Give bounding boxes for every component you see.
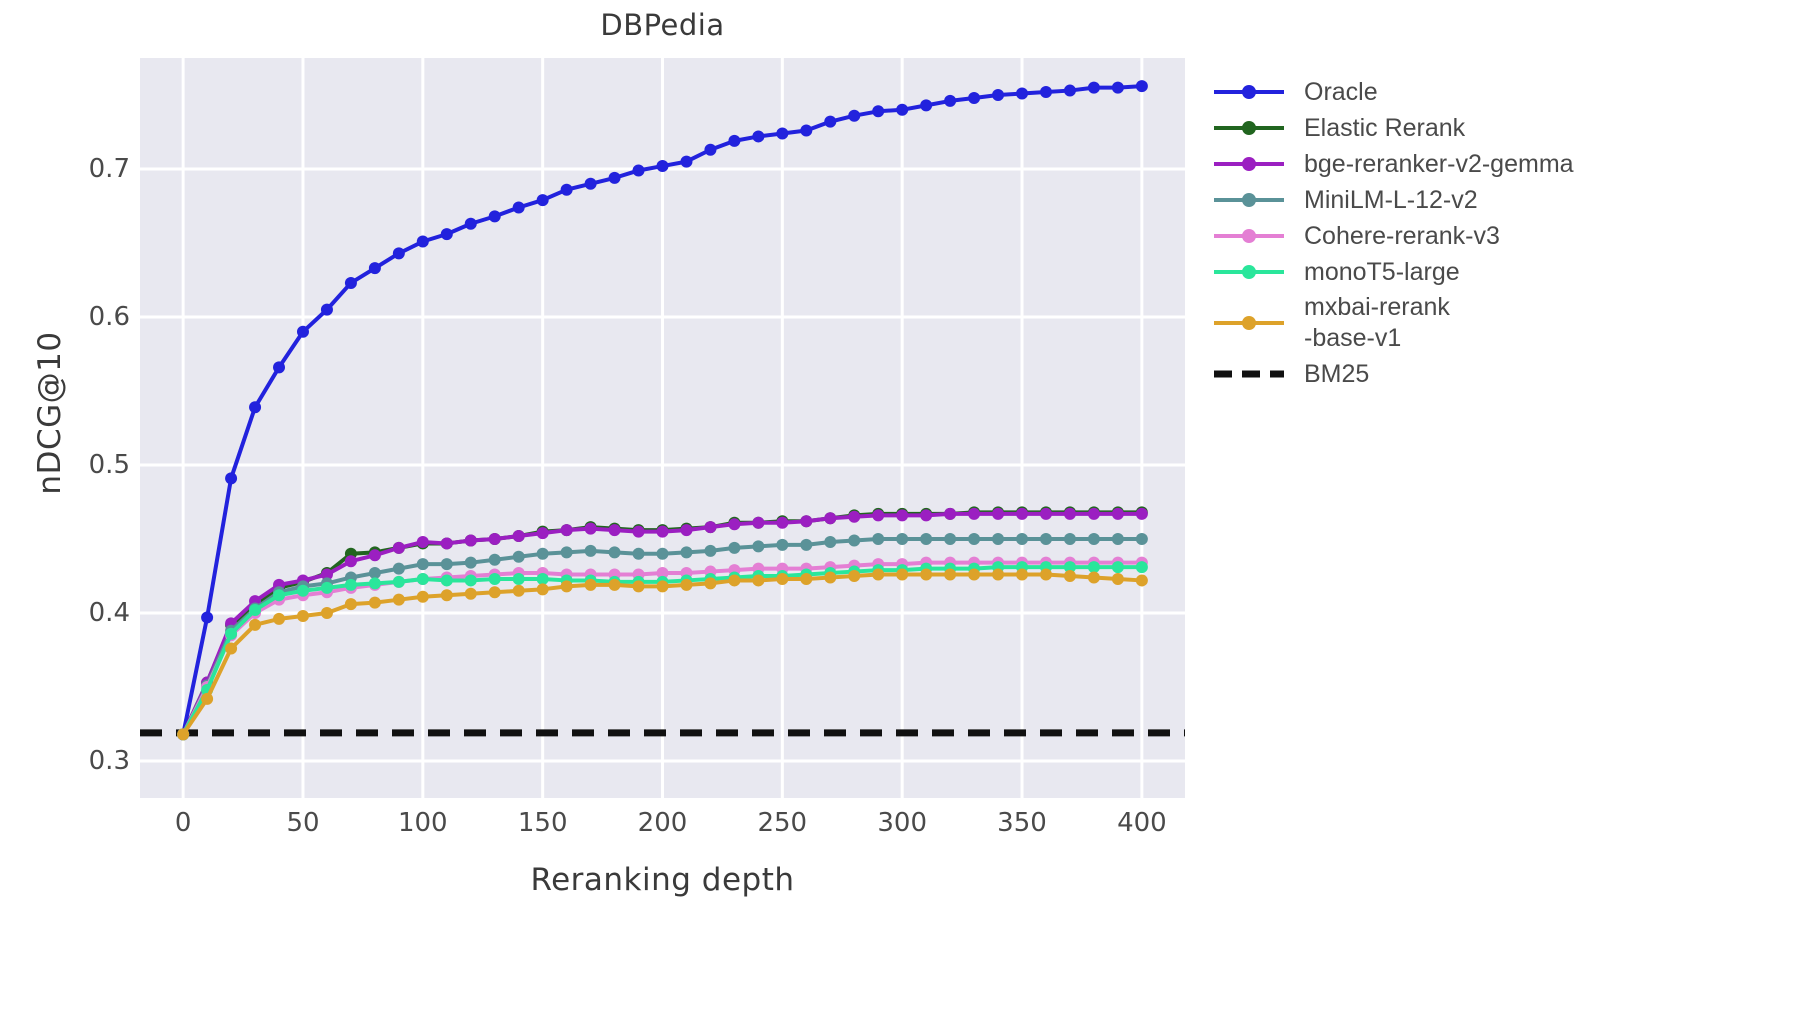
plot-area — [140, 58, 1185, 798]
series-line — [177, 507, 1148, 741]
legend-item-label: monoT5-large — [1304, 257, 1460, 286]
legend-item[interactable]: Cohere-rerank-v3 — [1212, 218, 1792, 254]
legend-swatch-icon — [1212, 182, 1288, 218]
x-tick-label: 400 — [1117, 808, 1167, 838]
legend-item[interactable]: Oracle — [1212, 74, 1792, 110]
legend-swatch-icon — [1212, 74, 1288, 110]
legend-item[interactable]: Elastic Rerank — [1212, 110, 1792, 146]
legend-swatch-icon — [1212, 110, 1288, 146]
series-line — [177, 80, 1148, 741]
legend-swatch-icon — [1212, 218, 1288, 254]
legend-item-label: mxbai-rerank -base-v1 — [1304, 293, 1450, 352]
legend-swatch-icon — [1212, 254, 1288, 290]
legend-item-label: bge-reranker-v2-gemma — [1304, 149, 1574, 178]
plot-svg — [140, 58, 1185, 798]
chart-legend: Oracle Elastic Rerank bge-reranker-v2-gemm… — [1212, 74, 1792, 392]
legend-item[interactable]: monoT5-large — [1212, 254, 1792, 290]
legend-item[interactable]: mxbai-rerank -base-v1 — [1212, 290, 1792, 356]
legend-item-label: Cohere-rerank-v3 — [1304, 221, 1500, 250]
legend-swatch-icon — [1212, 146, 1288, 182]
chart-title: DBPedia — [600, 8, 725, 42]
legend-item-label: MiniLM-L-12-v2 — [1304, 185, 1478, 214]
x-tick-label: 350 — [997, 808, 1047, 838]
y-tick-label: 0.5 — [88, 450, 130, 480]
legend-swatch-icon — [1212, 305, 1288, 341]
x-tick-label: 200 — [637, 808, 688, 838]
x-axis-tick-labels: 0 50 100 150 200 250 300 350 400 — [140, 808, 1185, 848]
x-tick-label: 50 — [286, 808, 320, 838]
legend-item-label: BM25 — [1304, 359, 1370, 388]
x-tick-label: 250 — [757, 808, 808, 838]
x-axis-title: Reranking depth — [530, 862, 795, 898]
y-tick-label: 0.3 — [88, 746, 130, 776]
series-line — [177, 568, 1148, 741]
x-tick-label: 0 — [174, 808, 192, 838]
y-tick-label: 0.7 — [88, 154, 130, 184]
legend-item-label: Elastic Rerank — [1304, 113, 1466, 142]
legend-swatch-icon — [1212, 356, 1288, 392]
legend-item[interactable]: BM25 — [1212, 356, 1792, 392]
legend-item[interactable]: MiniLM-L-12-v2 — [1212, 182, 1792, 218]
x-tick-label: 300 — [877, 808, 927, 838]
legend-item[interactable]: bge-reranker-v2-gemma — [1212, 146, 1792, 182]
x-tick-label: 150 — [517, 808, 568, 838]
y-tick-label: 0.4 — [88, 598, 130, 628]
legend-item-label: Oracle — [1304, 77, 1378, 106]
y-tick-label: 0.6 — [88, 302, 130, 332]
x-tick-label: 100 — [397, 808, 448, 838]
y-axis-tick-labels: 0.3 0.4 0.5 0.6 0.7 — [10, 58, 130, 798]
